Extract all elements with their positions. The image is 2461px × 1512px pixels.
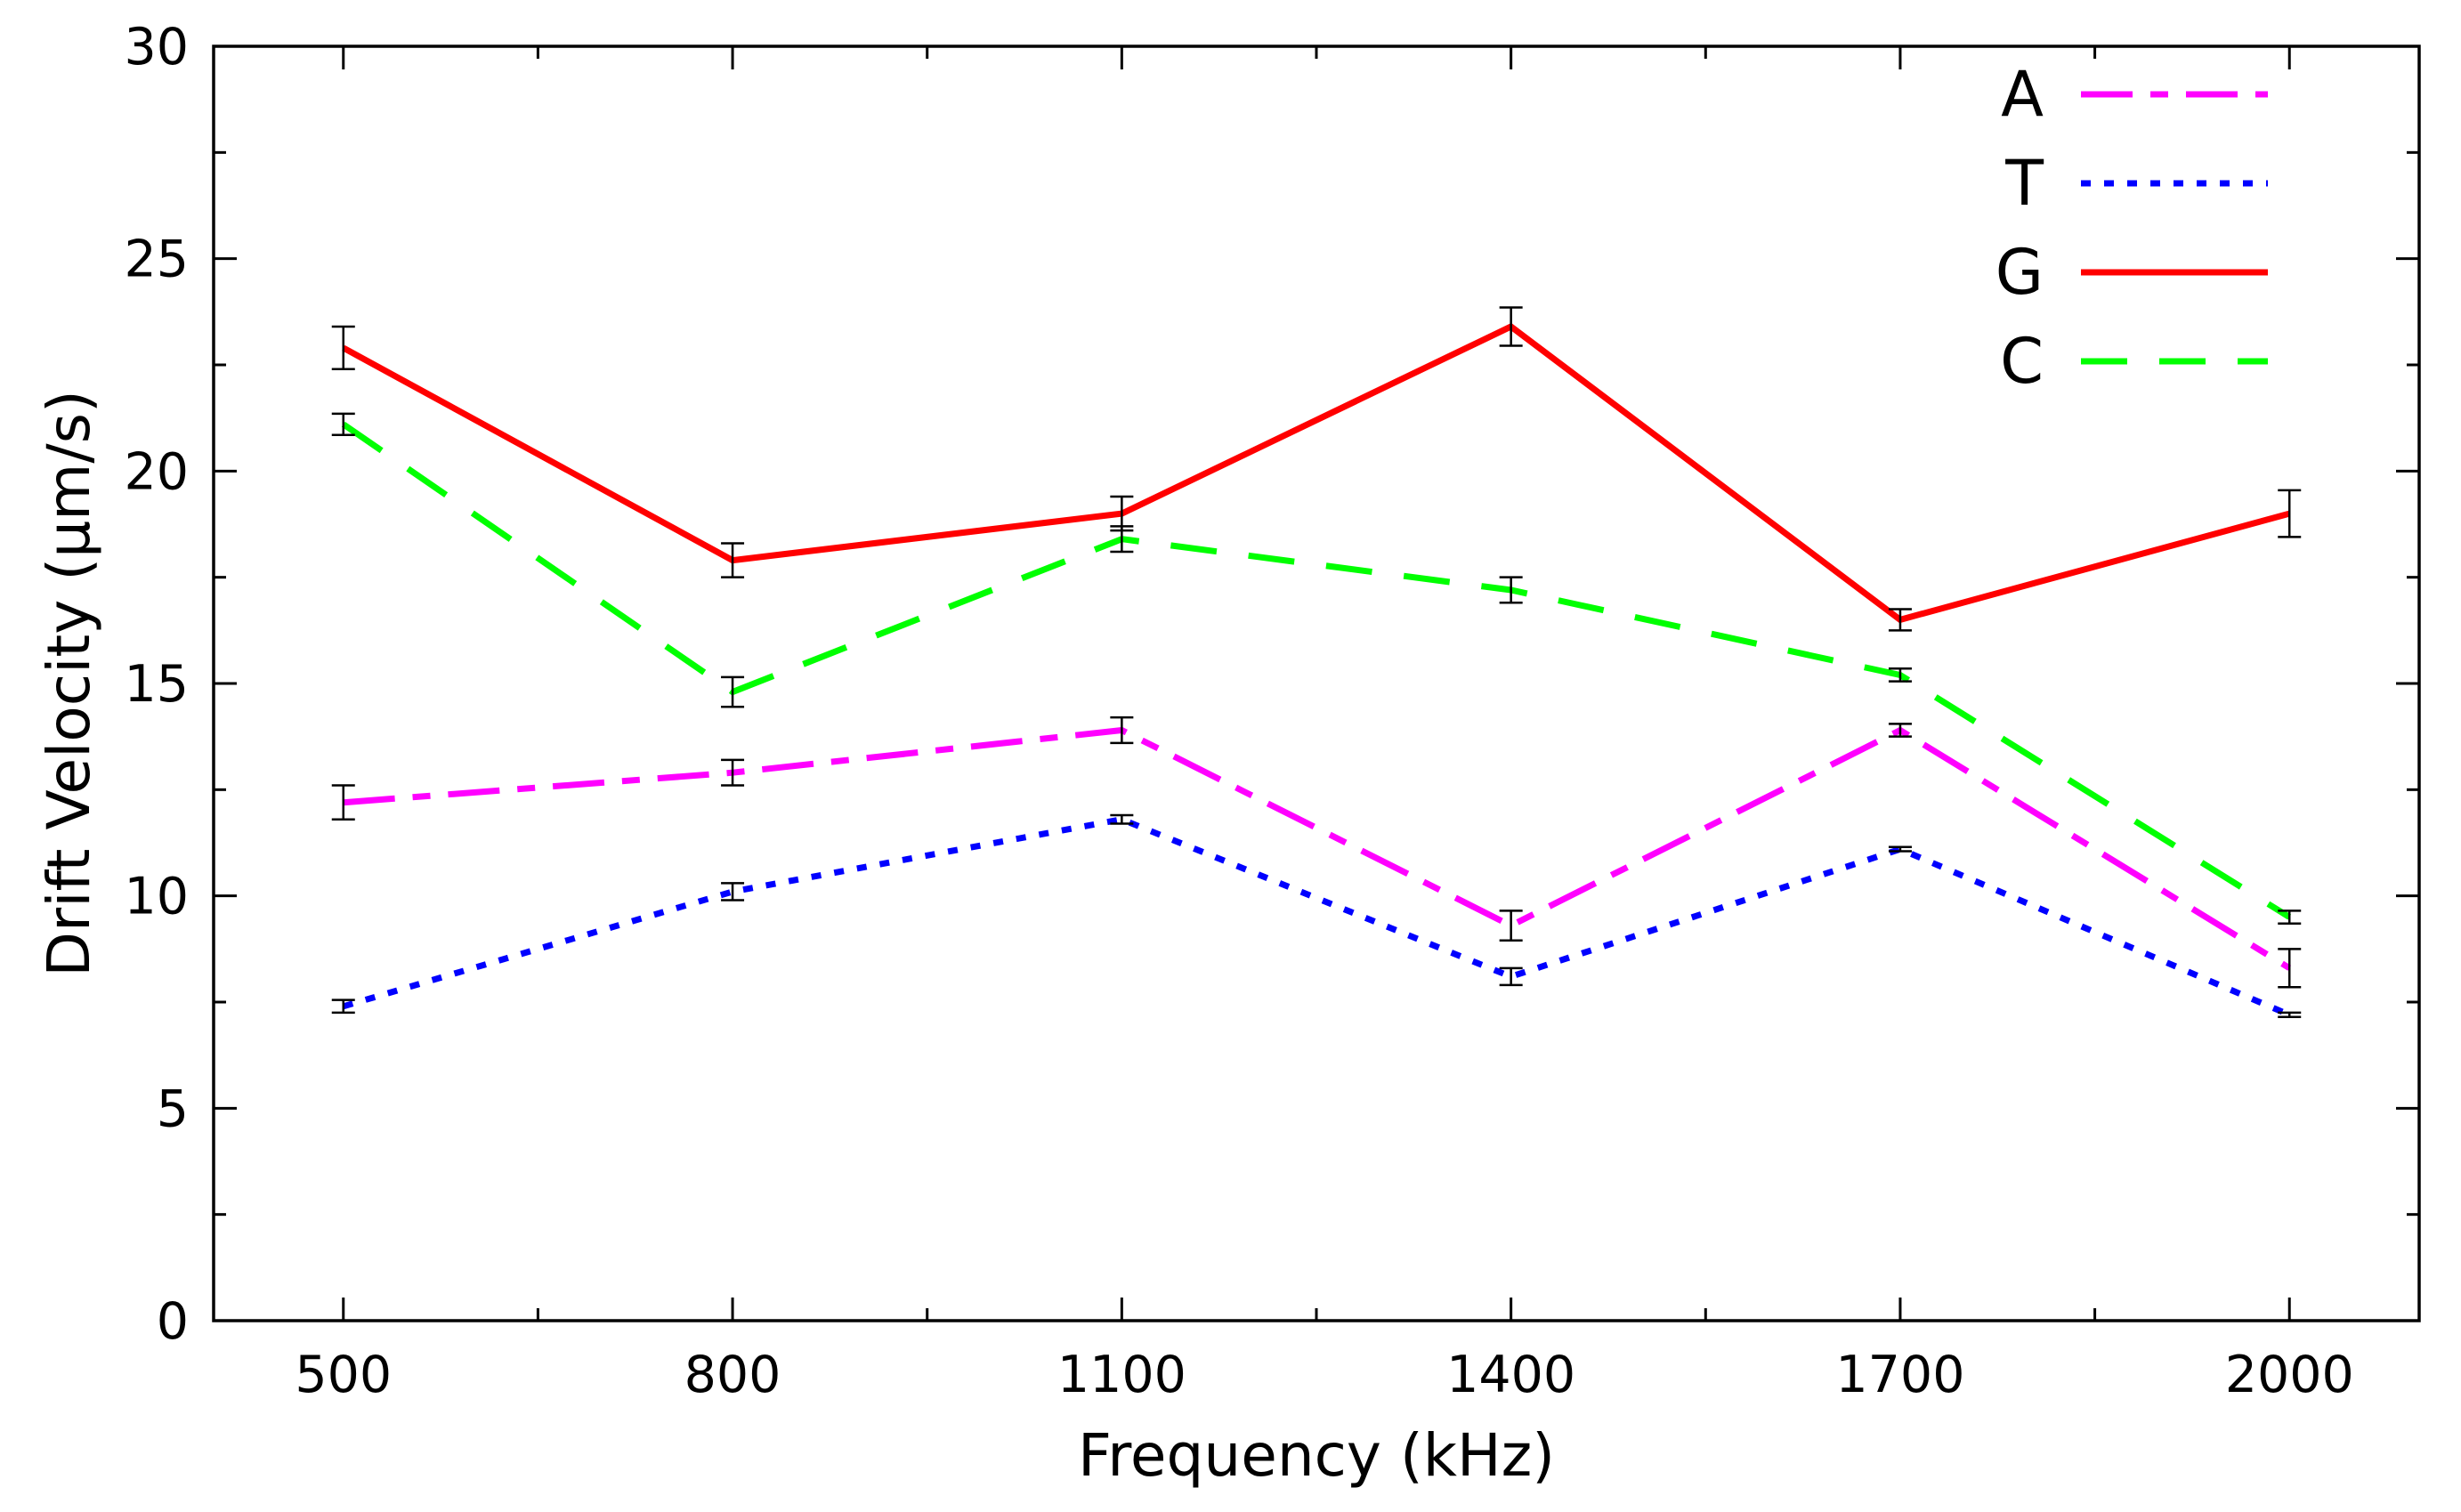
y-tick-label: 10 <box>124 868 189 926</box>
error-bar-t <box>1110 813 1134 825</box>
x-tick-label: 2000 <box>2225 1346 2354 1404</box>
series-line-a <box>343 726 2292 971</box>
plot-frame <box>212 44 2421 1322</box>
error-bar-a <box>2278 948 2302 989</box>
error-bar-a <box>1888 723 1912 738</box>
y-tick-label: 20 <box>124 442 189 501</box>
error-bar-t <box>331 999 355 1015</box>
error-bar-g <box>331 325 355 371</box>
error-bar-c <box>1110 525 1134 554</box>
error-bar-g <box>1499 306 1523 347</box>
y-tick-label: 15 <box>124 655 189 714</box>
error-bar-g <box>2278 489 2302 538</box>
series-line-t <box>342 816 2291 1018</box>
error-bar-c <box>1888 667 1912 683</box>
y-tick-label: 5 <box>157 1079 189 1138</box>
error-bar-a <box>331 784 355 821</box>
error-bar-a <box>721 758 745 787</box>
series-line-c <box>341 421 2292 920</box>
error-bar-a <box>1499 910 1523 942</box>
y-tick-label: 0 <box>157 1292 189 1351</box>
error-bar-c <box>721 675 745 708</box>
error-bar-c <box>1499 576 1523 604</box>
legend-label-t: T <box>2004 147 2044 220</box>
error-bar-a <box>1110 716 1134 745</box>
legend-label-g: G <box>1996 236 2044 309</box>
legend-label-a: A <box>2001 58 2044 131</box>
error-bar-t <box>1499 966 1523 987</box>
x-tick-label: 800 <box>684 1346 781 1404</box>
x-tick-label: 500 <box>295 1346 392 1404</box>
error-bar-g <box>1888 608 1912 632</box>
x-axis-title: Frequency (kHz) <box>1078 1421 1555 1490</box>
legend-label-c: C <box>2000 325 2044 398</box>
error-bar-c <box>2278 910 2302 925</box>
error-bar-c <box>331 412 355 437</box>
x-tick-label: 1100 <box>1057 1346 1186 1404</box>
error-bar-t <box>2278 1011 2302 1018</box>
series-line-g <box>342 322 2291 624</box>
y-tick-label: 25 <box>124 230 189 289</box>
error-bar-t <box>1888 845 1912 853</box>
y-tick-label: 30 <box>124 18 189 77</box>
error-bar-t <box>721 882 745 902</box>
error-bar-g <box>721 542 745 578</box>
y-axis-title: Drift Velocity (μm/s) <box>35 390 103 977</box>
x-tick-label: 1700 <box>1835 1346 1964 1404</box>
x-tick-label: 1400 <box>1446 1346 1575 1404</box>
